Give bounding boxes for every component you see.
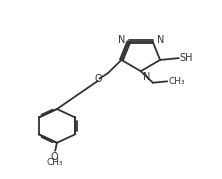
Text: N: N xyxy=(117,35,125,45)
Text: CH₃: CH₃ xyxy=(168,77,185,86)
Text: O: O xyxy=(51,152,59,162)
Text: CH₃: CH₃ xyxy=(46,158,63,166)
Text: N: N xyxy=(143,72,150,82)
Text: N: N xyxy=(157,35,164,45)
Text: O: O xyxy=(94,74,102,84)
Text: SH: SH xyxy=(180,53,193,63)
